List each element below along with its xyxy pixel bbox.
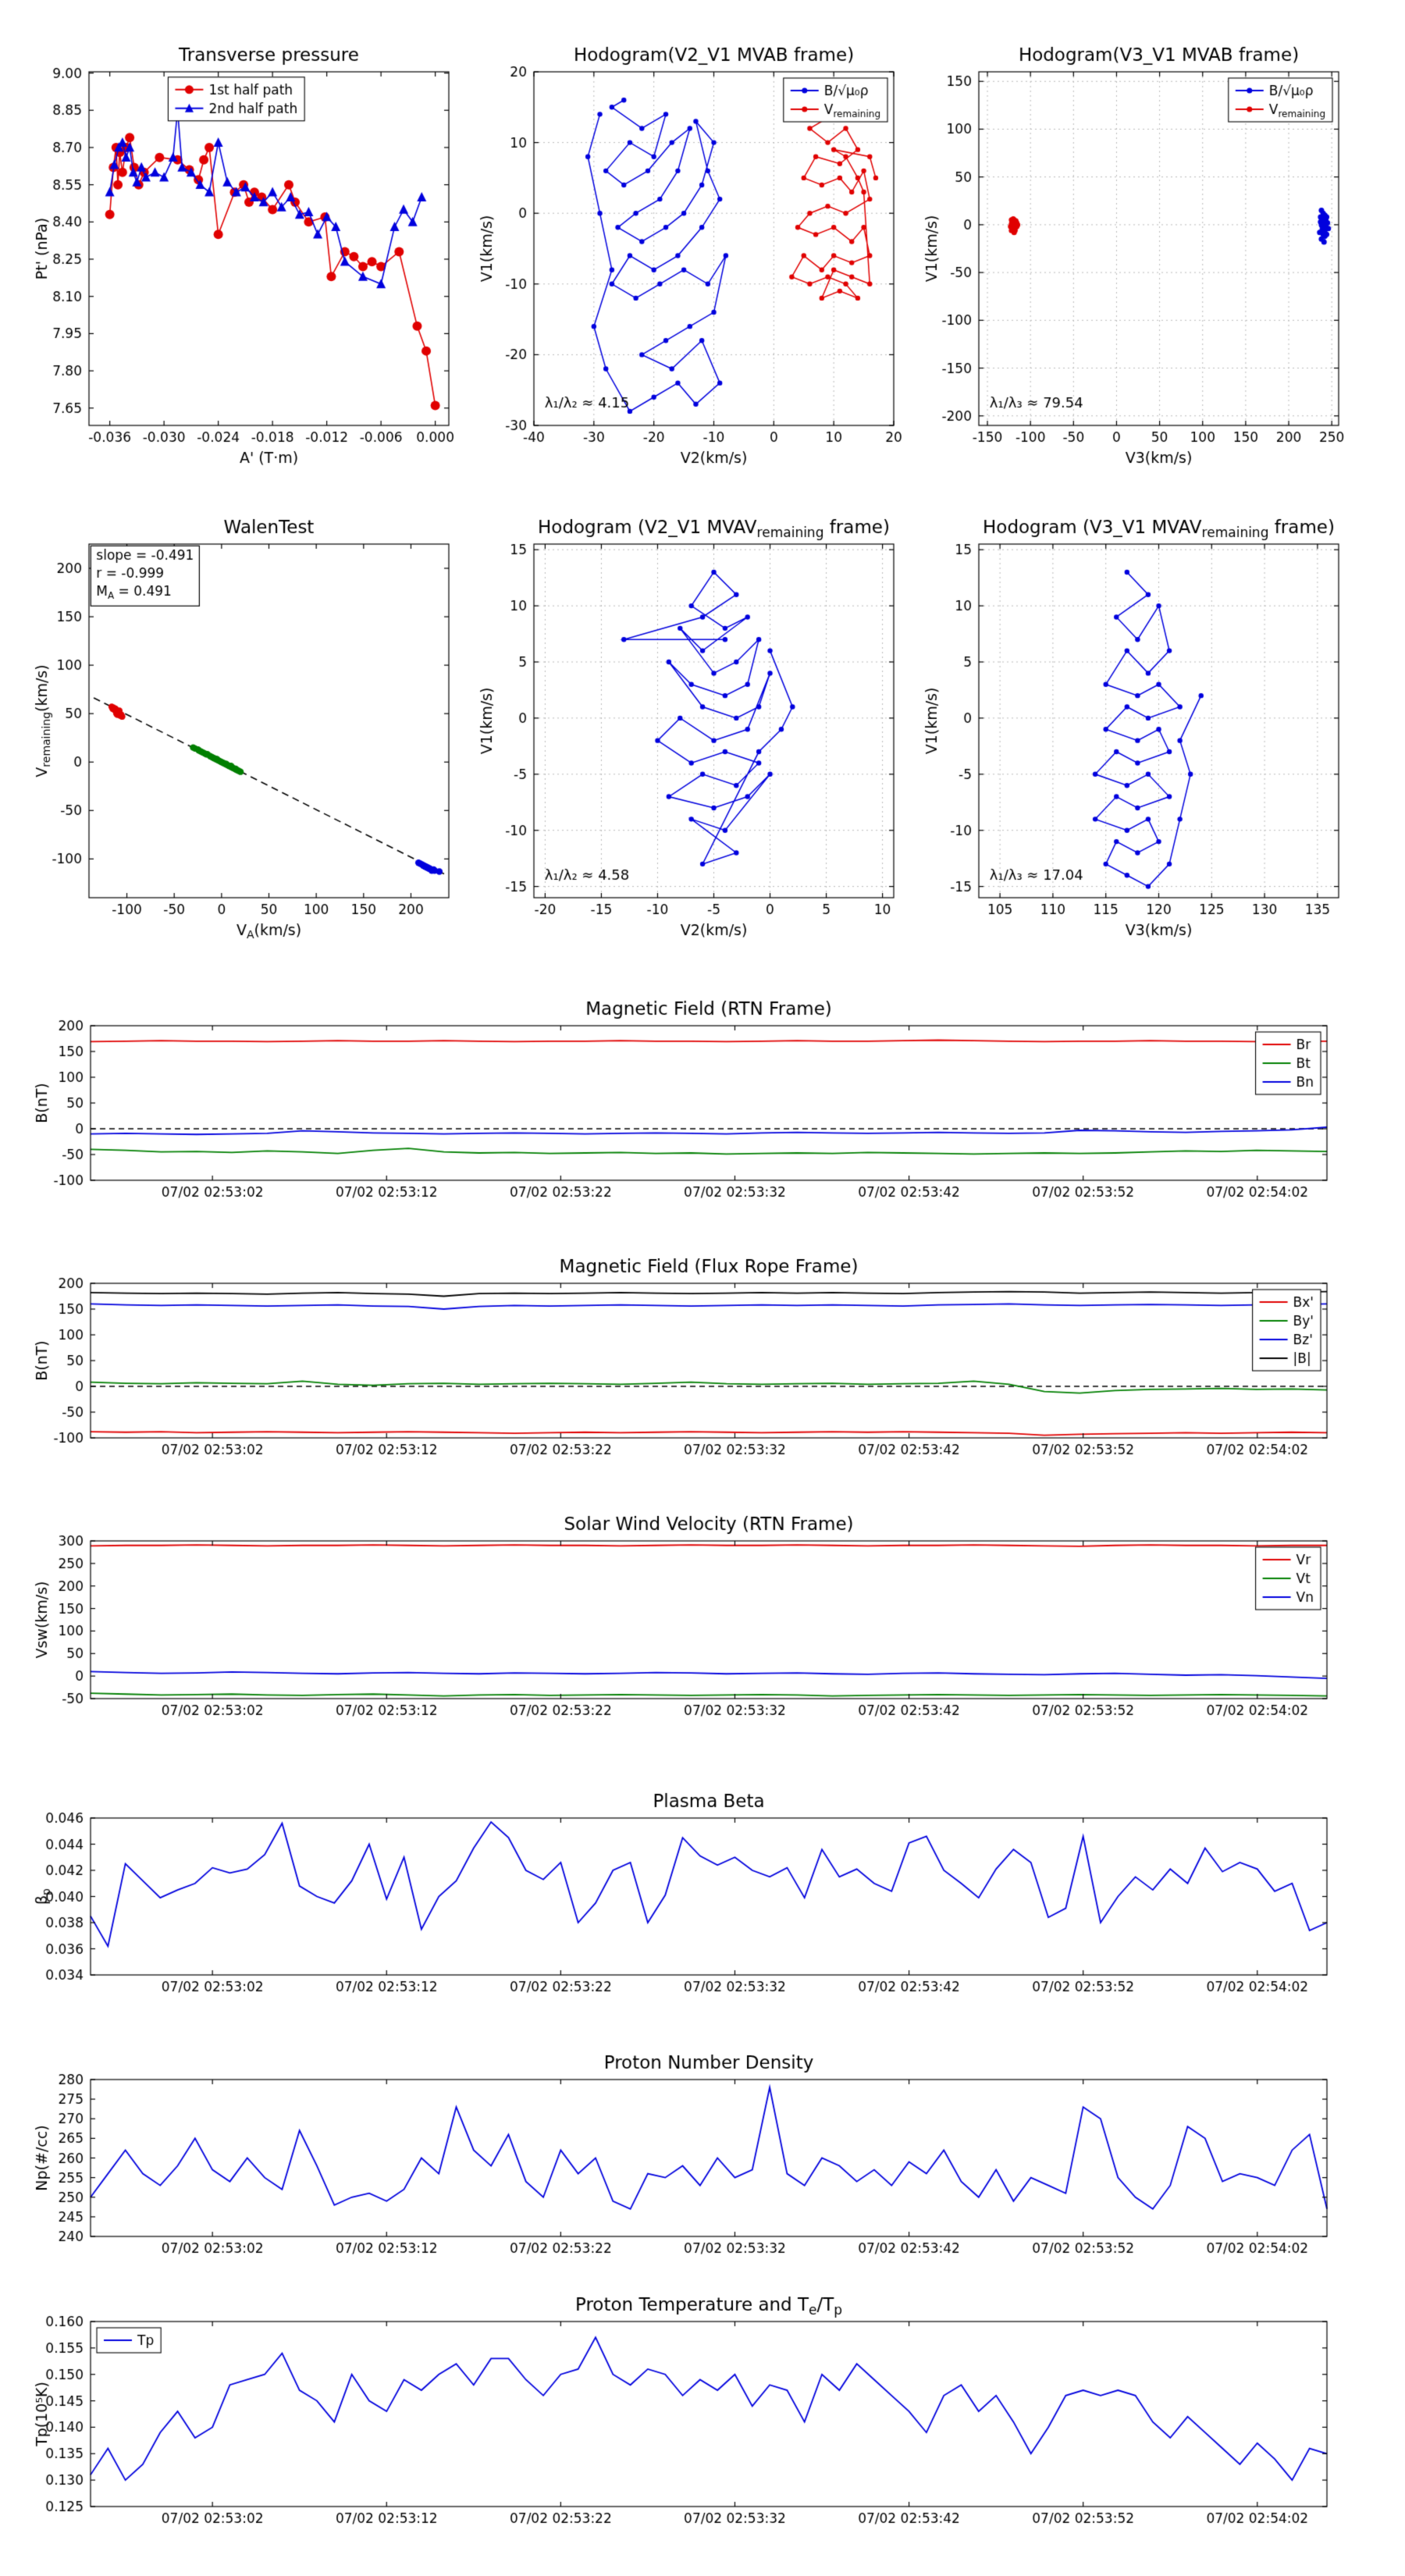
chart-hodogram-v2v1-mvav — [468, 503, 909, 960]
chart-transverse-pressure — [23, 31, 464, 488]
chart-magnetic-field-fluxrope — [23, 1249, 1350, 1483]
chart-hodogram-v3v1-mvav — [913, 503, 1354, 960]
chart-hodogram-v3v1-mvab — [913, 31, 1354, 488]
chart-magnetic-field-rtn — [23, 991, 1350, 1226]
chart-solar-wind-velocity — [23, 1507, 1350, 1749]
chart-plasma-beta — [23, 1784, 1350, 2022]
chart-walen-test — [23, 503, 464, 960]
chart-proton-number-density — [23, 2045, 1350, 2283]
chart-proton-temperature — [23, 2287, 1350, 2556]
chart-hodogram-v2v1-mvab — [468, 31, 909, 488]
